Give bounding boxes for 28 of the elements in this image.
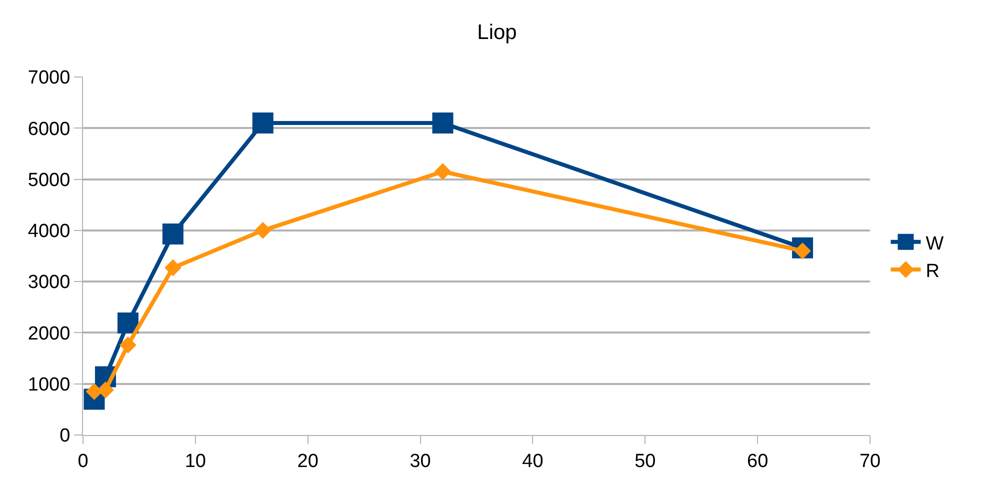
x-tick-label: 40 [522,450,544,472]
point [162,224,184,245]
point [97,382,114,398]
legend-label: W [926,233,944,254]
x-tick-label: 70 [859,450,881,472]
legend-label: R [926,260,940,282]
y-tick-label: 3000 [28,272,70,294]
x-tick-label: 20 [297,450,318,472]
x-tick-label: 0 [78,450,88,472]
point [254,222,272,239]
y-tick-label: 4000 [28,221,70,242]
point [164,259,182,276]
chart-title: Liop [477,20,517,44]
y-tick-label: 0 [60,426,70,447]
x-tick-label: 60 [747,450,768,472]
y-tick-label: 6000 [28,118,70,140]
point [432,112,454,134]
point [117,312,138,334]
y-tick-label: 1000 [28,374,70,396]
y-tick-label: 2000 [28,323,70,344]
point [252,112,274,134]
x-tick-label: 30 [410,450,431,472]
point [120,336,136,354]
y-tick-label: 5000 [28,170,70,191]
x-tick-label: 10 [184,450,206,472]
x-tick-label: 50 [634,450,656,472]
y-tick-label: 7000 [28,68,70,89]
point [434,163,452,180]
